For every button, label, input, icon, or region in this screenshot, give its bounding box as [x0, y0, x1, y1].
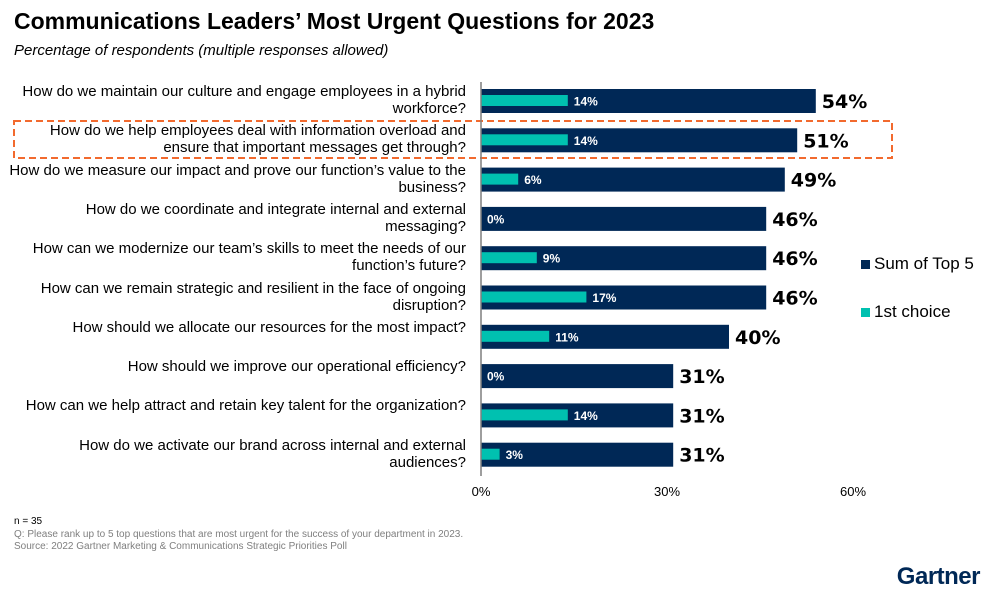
sum-top5-label: 54% [822, 91, 867, 113]
chart-subtitle: Percentage of respondents (multiple resp… [14, 42, 389, 59]
sum-top5-label: 46% [772, 209, 817, 231]
category-label: How do we maintain our culture and engag… [22, 83, 466, 117]
first-choice-label: 3% [506, 448, 524, 462]
source-note: Source: 2022 Gartner Marketing & Communi… [14, 541, 347, 552]
sum-top5-label: 46% [772, 288, 817, 310]
bar-first-choice [481, 252, 537, 264]
legend-label: 1st choice [874, 302, 951, 321]
bar-sum-top5 [481, 206, 767, 231]
sum-top5-label: 31% [679, 445, 724, 467]
category-label: How do we activate our brand across inte… [79, 436, 466, 471]
sum-top5-label: 49% [791, 170, 836, 192]
category-label: How can we help attract and retain key t… [25, 397, 466, 415]
first-choice-label: 6% [524, 173, 542, 187]
sum-top5-label: 31% [679, 405, 724, 427]
first-choice-label: 14% [574, 95, 598, 109]
category-label: How should we improve our operational ef… [127, 358, 466, 376]
bar-sum-top5 [481, 442, 674, 467]
chart-title: Communications Leaders’ Most Urgent Ques… [14, 8, 655, 34]
bar-first-choice [481, 291, 587, 303]
bar-first-choice [481, 448, 500, 460]
bar-first-choice [481, 134, 568, 146]
bar-first-choice [481, 173, 519, 185]
category-label: How can we modernize our team’s skills t… [32, 240, 466, 275]
question-note: Q: Please rank up to 5 top questions tha… [14, 529, 464, 540]
legend-item-sum-top5: Sum of Top 5 [861, 254, 974, 274]
first-choice-label: 9% [543, 252, 561, 266]
x-tick-label: 0% [472, 484, 491, 499]
sum-top5-label: 40% [735, 327, 780, 349]
first-choice-label: 14% [574, 409, 598, 423]
sum-top5-label: 46% [772, 248, 817, 270]
category-label: How do we coordinate and integrate inter… [85, 200, 466, 235]
category-label: How should we allocate our resources for… [72, 318, 466, 336]
first-choice-label: 14% [574, 134, 598, 148]
category-label: How do we help employees deal with infor… [49, 122, 466, 157]
x-tick-label: 30% [654, 484, 680, 499]
bar-first-choice [481, 95, 568, 106]
first-choice-label: 17% [592, 291, 616, 305]
bar-first-choice [481, 330, 550, 342]
first-choice-label: 11% [555, 330, 579, 344]
category-label: How can we remain strategic and resilien… [40, 279, 466, 314]
bar-sum-top5 [481, 364, 674, 389]
legend-label: Sum of Top 5 [874, 254, 974, 273]
sample-size: n = 35 [14, 516, 43, 527]
legend-swatch [861, 308, 870, 317]
sum-top5-label: 31% [679, 366, 724, 388]
gartner-logo: Gartner [896, 563, 981, 590]
bar-first-choice [481, 409, 568, 421]
highlight-box [13, 120, 893, 159]
legend-item-first-choice: 1st choice [861, 302, 951, 322]
legend-swatch [861, 260, 870, 269]
category-label: How do we measure our impact and prove o… [9, 161, 466, 196]
sum-top5-label: 51% [803, 130, 848, 152]
first-choice-label: 0% [487, 370, 505, 384]
bar-sum-top5 [481, 167, 785, 192]
x-tick-label: 60% [840, 484, 866, 499]
first-choice-label: 0% [487, 212, 505, 226]
